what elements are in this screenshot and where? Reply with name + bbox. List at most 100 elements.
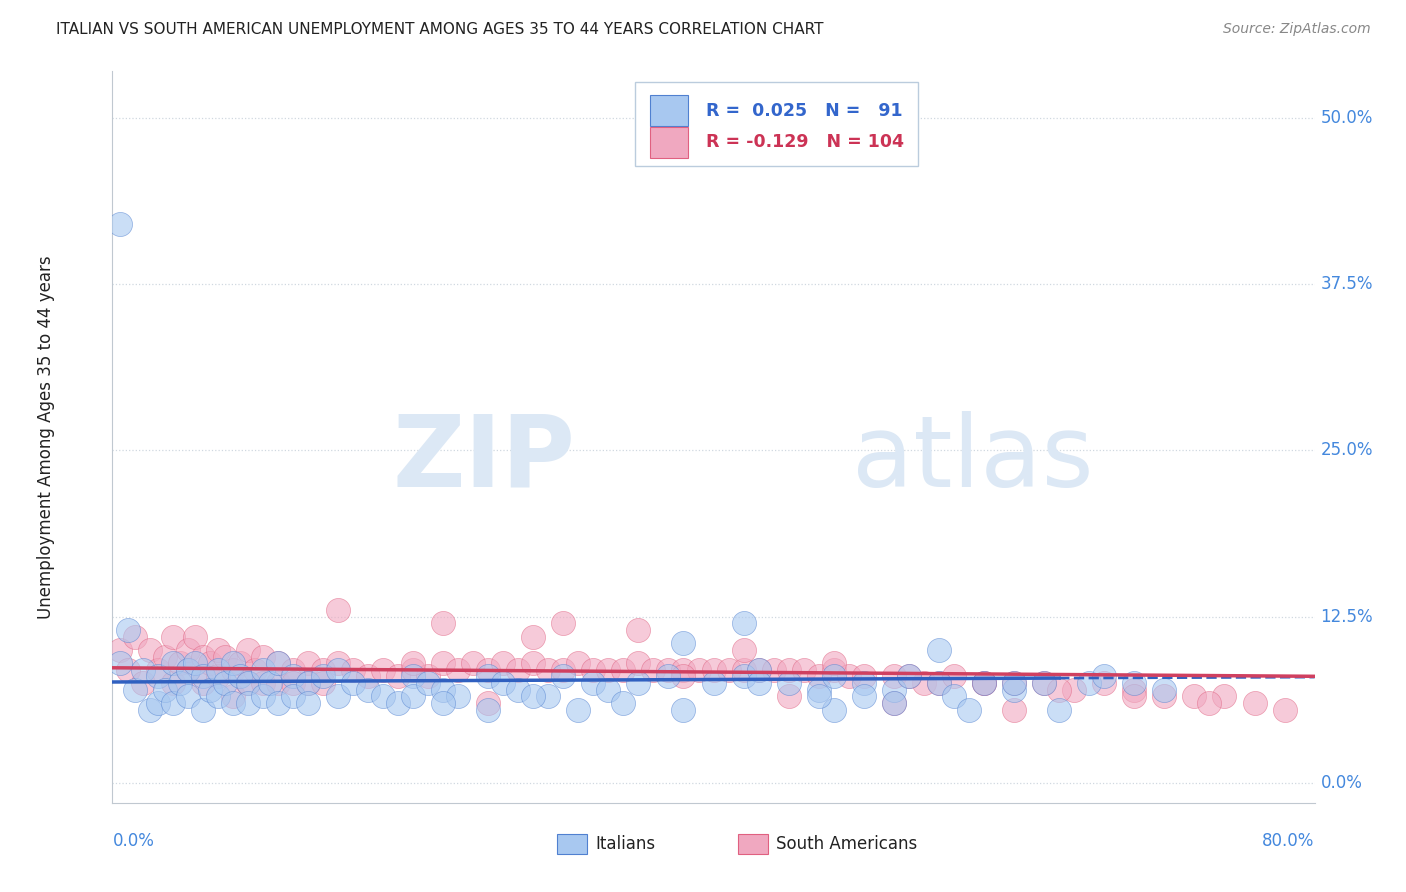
Point — [117, 663, 139, 677]
Point — [297, 676, 319, 690]
Text: 0.0%: 0.0% — [112, 832, 155, 850]
Point — [928, 676, 950, 690]
Point — [117, 623, 139, 637]
Point — [281, 690, 304, 704]
Point — [267, 656, 290, 670]
Point — [823, 703, 845, 717]
Point — [176, 643, 198, 657]
Point — [508, 682, 530, 697]
Point — [1002, 682, 1025, 697]
Point — [139, 643, 162, 657]
Point — [612, 696, 634, 710]
Point — [162, 676, 184, 690]
Point — [883, 669, 905, 683]
Point — [537, 690, 560, 704]
Point — [326, 663, 349, 677]
Point — [852, 690, 875, 704]
Point — [672, 636, 695, 650]
Point — [522, 690, 544, 704]
Point — [108, 656, 131, 670]
Point — [598, 663, 620, 677]
Point — [191, 669, 214, 683]
Text: South Americans: South Americans — [776, 835, 917, 853]
FancyBboxPatch shape — [557, 833, 588, 854]
Point — [823, 669, 845, 683]
Point — [1184, 690, 1206, 704]
Point — [162, 696, 184, 710]
Point — [672, 703, 695, 717]
Point — [942, 690, 965, 704]
Point — [717, 663, 740, 677]
Point — [1047, 682, 1070, 697]
Point — [973, 676, 995, 690]
Point — [793, 663, 815, 677]
Point — [852, 676, 875, 690]
Point — [371, 690, 394, 704]
Point — [567, 656, 589, 670]
Point — [146, 669, 169, 683]
Point — [252, 690, 274, 704]
Point — [778, 690, 800, 704]
Point — [807, 690, 830, 704]
Text: 80.0%: 80.0% — [1263, 832, 1315, 850]
Point — [657, 669, 679, 683]
Point — [883, 696, 905, 710]
Point — [883, 682, 905, 697]
Point — [643, 663, 665, 677]
Text: ITALIAN VS SOUTH AMERICAN UNEMPLOYMENT AMONG AGES 35 TO 44 YEARS CORRELATION CHA: ITALIAN VS SOUTH AMERICAN UNEMPLOYMENT A… — [56, 22, 824, 37]
Point — [281, 669, 304, 683]
Point — [807, 669, 830, 683]
Point — [492, 676, 515, 690]
Text: 37.5%: 37.5% — [1320, 275, 1374, 293]
Point — [733, 669, 755, 683]
Point — [236, 676, 259, 690]
Point — [522, 630, 544, 644]
Point — [432, 696, 454, 710]
Point — [214, 676, 236, 690]
Point — [222, 656, 245, 670]
Point — [357, 682, 380, 697]
Point — [312, 669, 335, 683]
Text: 50.0%: 50.0% — [1320, 109, 1374, 127]
Point — [1033, 676, 1056, 690]
Text: Source: ZipAtlas.com: Source: ZipAtlas.com — [1223, 22, 1371, 37]
Point — [973, 676, 995, 690]
Point — [627, 623, 650, 637]
Point — [1123, 682, 1146, 697]
Point — [214, 649, 236, 664]
Text: Italians: Italians — [596, 835, 655, 853]
Point — [1153, 690, 1175, 704]
Point — [416, 669, 439, 683]
Point — [657, 663, 679, 677]
Point — [1213, 690, 1236, 704]
Point — [883, 696, 905, 710]
Point — [281, 663, 304, 677]
Point — [252, 676, 274, 690]
Point — [176, 663, 198, 677]
Point — [207, 643, 229, 657]
FancyBboxPatch shape — [650, 95, 689, 127]
Point — [1063, 682, 1085, 697]
Point — [222, 663, 245, 677]
Point — [1198, 696, 1220, 710]
Text: Unemployment Among Ages 35 to 44 years: Unemployment Among Ages 35 to 44 years — [38, 255, 55, 619]
Point — [612, 663, 634, 677]
Point — [169, 656, 191, 670]
Point — [748, 663, 770, 677]
Point — [432, 656, 454, 670]
Point — [252, 663, 274, 677]
Point — [371, 663, 394, 677]
Point — [928, 643, 950, 657]
Point — [402, 663, 425, 677]
Point — [191, 703, 214, 717]
Point — [198, 682, 221, 697]
Point — [553, 616, 575, 631]
Point — [461, 656, 484, 670]
Point — [259, 676, 281, 690]
FancyBboxPatch shape — [650, 127, 689, 158]
Point — [1153, 682, 1175, 697]
Point — [169, 676, 191, 690]
Point — [222, 690, 245, 704]
Point — [131, 663, 153, 677]
Point — [207, 663, 229, 677]
